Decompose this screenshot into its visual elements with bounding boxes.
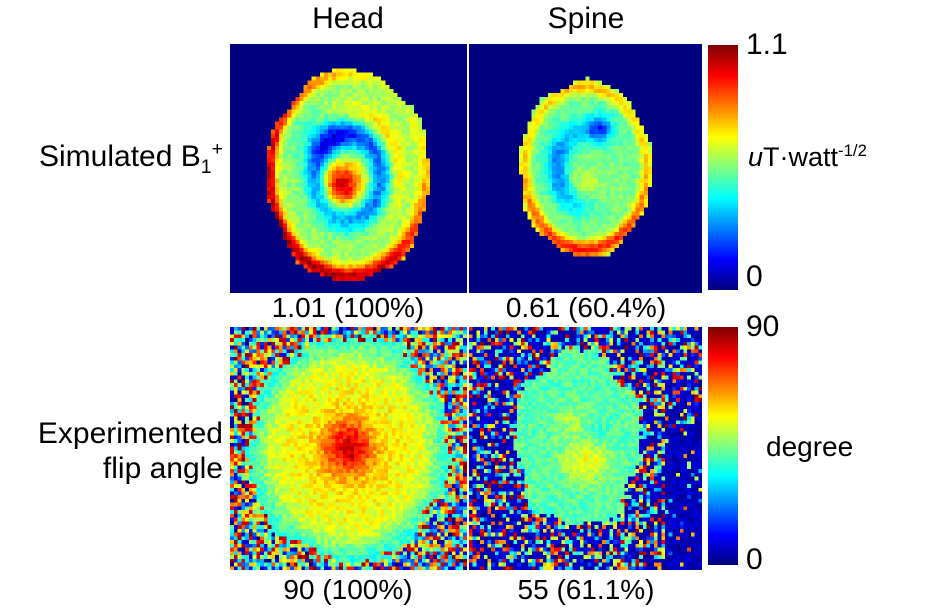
heatmap-simulated-spine xyxy=(469,44,702,293)
colorbar-bottom-unit-label: degree xyxy=(766,431,854,462)
unit-micro-u: u xyxy=(748,142,764,172)
row-label-simulated-b1: Simulated B1+ xyxy=(0,138,223,179)
heatmap-simulated-head xyxy=(230,44,467,293)
b1-subscript: 1 xyxy=(200,156,212,178)
row-label-experimented-line2: flip angle xyxy=(102,452,223,486)
heatmap-experimented-head xyxy=(230,327,467,570)
heatmap-experimented-spine xyxy=(469,327,702,570)
row-label-simulated-text: Simulated B xyxy=(39,140,201,173)
row-label-experimented-line1: Experimented xyxy=(37,417,223,450)
unit-t-watt: T·watt xyxy=(763,142,839,172)
b1-plus-superscript: + xyxy=(211,138,223,160)
colorbar-bottom-min-tick: 0 xyxy=(746,543,763,576)
colorbar-bottom-max-tick: 90 xyxy=(746,310,780,343)
colorbar-simulated-b1 xyxy=(708,45,738,290)
colorbar-top-min-tick: 0 xyxy=(746,260,763,293)
column-header-head: Head xyxy=(312,2,384,35)
colorbar-flip-angle xyxy=(708,327,738,565)
colorbar-top-max-tick: 1.1 xyxy=(746,28,788,61)
colorbar-top-unit-label: uT·watt-1/2 xyxy=(748,141,867,173)
caption-simulated-head: 1.01 (100%) xyxy=(271,292,425,323)
row-label-experimented-flip-angle: Experimented flip angle xyxy=(0,416,223,486)
caption-experimented-spine: 55 (61.1%) xyxy=(517,574,655,605)
column-header-spine: Spine xyxy=(547,2,625,35)
caption-experimented-head: 90 (100%) xyxy=(283,574,413,605)
caption-simulated-spine: 0.61 (60.4%) xyxy=(505,292,667,323)
unit-exponent: -1/2 xyxy=(838,141,867,160)
